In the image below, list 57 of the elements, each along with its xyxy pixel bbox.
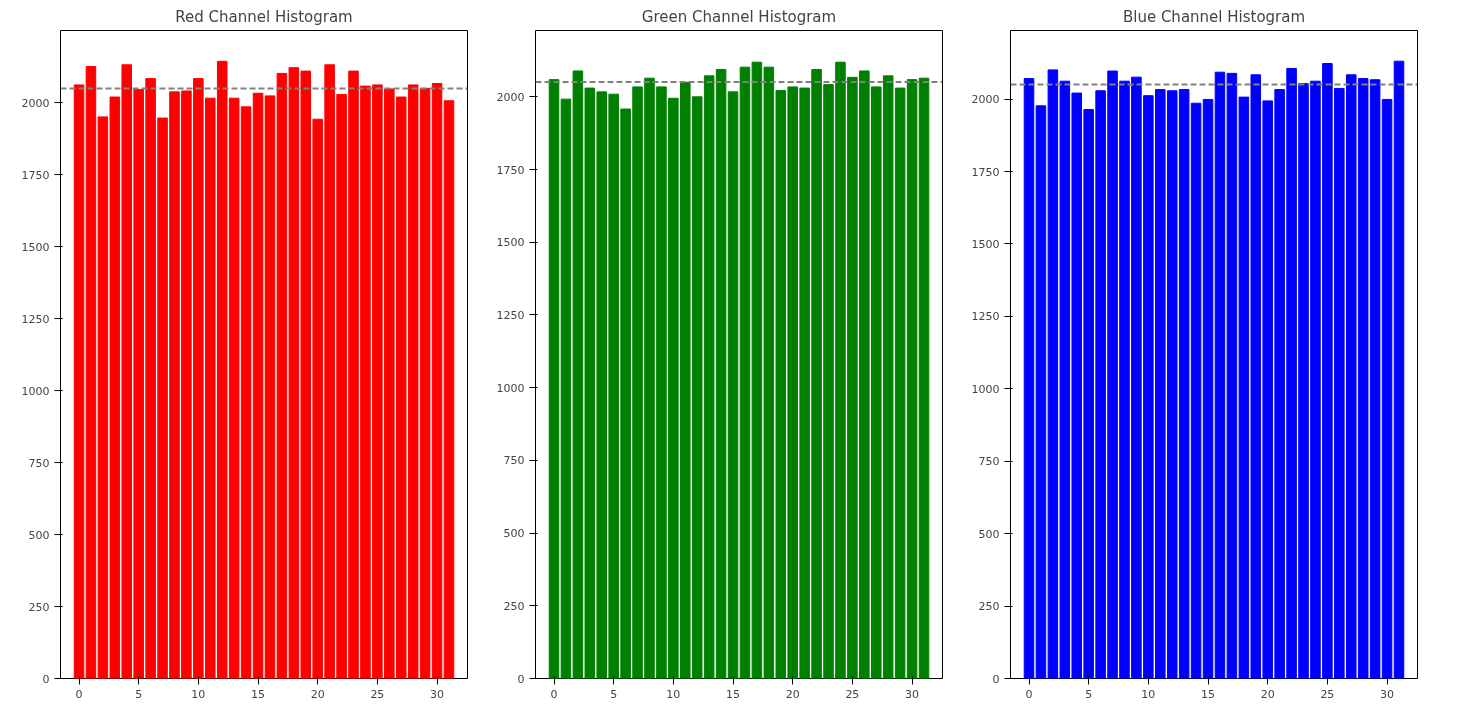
bar	[918, 77, 930, 679]
y-tick-label: 1750	[971, 165, 1000, 179]
y-tick-label: 750	[503, 454, 525, 468]
bar	[73, 84, 85, 679]
y-tick-label: 500	[503, 527, 525, 541]
x-tick-label: 30	[905, 687, 920, 701]
x-tick-label: 30	[1380, 687, 1395, 701]
x-tick-label: 5	[610, 687, 618, 701]
y-tick-label: 1250	[496, 308, 525, 322]
x-tick-label: 0	[550, 687, 558, 701]
x-tick-label: 10	[666, 687, 681, 701]
chart-title: Blue Channel Histogram	[1122, 7, 1306, 26]
y-tick-label: 2000	[21, 96, 50, 110]
bar	[1393, 60, 1405, 679]
x-tick-label: 20	[310, 687, 325, 701]
bar	[548, 79, 560, 679]
x-tick-label: 15	[726, 687, 741, 701]
x-tick-label: 10	[1141, 687, 1156, 701]
x-tick-label: 5	[135, 687, 143, 701]
chart-title: Green Channel Histogram	[641, 7, 837, 26]
y-tick-label: 500	[28, 528, 50, 542]
y-tick-label: 250	[978, 600, 1000, 614]
y-tick-label: 250	[503, 599, 525, 613]
x-tick-label: 5	[1085, 687, 1093, 701]
chart-title: Red Channel Histogram	[175, 7, 353, 26]
y-tick-label: 1500	[21, 240, 50, 254]
y-tick-label: 1500	[971, 237, 1000, 251]
y-tick-label: 1000	[496, 381, 525, 395]
y-tick-label: 1250	[971, 310, 1000, 324]
y-tick-label: 0	[517, 672, 525, 686]
y-tick-label: 1500	[496, 236, 525, 250]
bar	[1023, 78, 1035, 679]
y-tick-label: 500	[978, 527, 1000, 541]
y-tick-label: 750	[28, 456, 50, 470]
y-tick-label: 1000	[21, 384, 50, 398]
y-tick-label: 1250	[21, 312, 50, 326]
y-tick-label: 1000	[971, 382, 1000, 396]
y-tick-label: 0	[42, 672, 50, 686]
x-tick-label: 15	[251, 687, 266, 701]
x-tick-label: 20	[1260, 687, 1275, 701]
x-tick-label: 10	[191, 687, 206, 701]
y-tick-label: 2000	[496, 90, 525, 104]
x-tick-label: 30	[430, 687, 445, 701]
y-tick-label: 0	[992, 672, 1000, 686]
x-tick-label: 25	[1320, 687, 1335, 701]
x-tick-label: 0	[75, 687, 83, 701]
y-tick-label: 1750	[21, 168, 50, 182]
y-tick-label: 2000	[971, 93, 1000, 107]
x-tick-label: 0	[1025, 687, 1033, 701]
x-tick-label: 25	[370, 687, 385, 701]
x-tick-label: 25	[845, 687, 860, 701]
x-tick-label: 20	[785, 687, 800, 701]
y-tick-label: 250	[28, 600, 50, 614]
x-tick-label: 15	[1201, 687, 1216, 701]
bar	[443, 100, 455, 679]
y-tick-label: 1750	[496, 163, 525, 177]
y-tick-label: 750	[978, 455, 1000, 469]
